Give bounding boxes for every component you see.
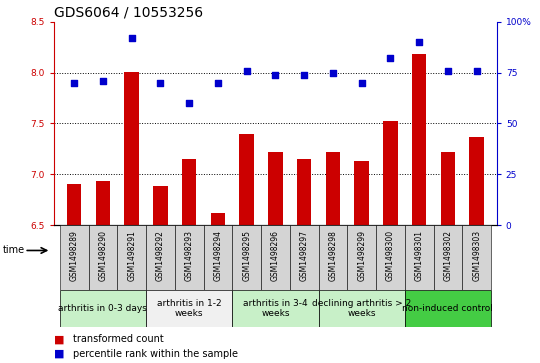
Text: time: time [3,245,25,256]
Text: ■: ■ [54,334,64,344]
Bar [60,225,89,290]
Bar [268,152,282,225]
Point [70,80,78,86]
Point [328,70,337,76]
Bar [354,161,369,225]
Bar [96,182,110,225]
Text: GSM1498296: GSM1498296 [271,230,280,281]
Bar [146,290,232,327]
Text: GSM1498294: GSM1498294 [213,230,222,281]
Point [99,78,107,83]
Text: arthritis in 1-2
weeks: arthritis in 1-2 weeks [157,299,221,318]
Bar [117,225,146,290]
Text: arthritis in 3-4
weeks: arthritis in 3-4 weeks [243,299,308,318]
Text: GSM1498291: GSM1498291 [127,230,136,281]
Text: GSM1498293: GSM1498293 [185,230,194,281]
Text: GSM1498290: GSM1498290 [98,230,107,281]
Text: GSM1498301: GSM1498301 [415,230,424,281]
Text: declining arthritis > 2
weeks: declining arthritis > 2 weeks [312,299,411,318]
Bar [67,184,82,225]
Bar [124,72,139,225]
Bar [89,225,117,290]
Bar [383,121,397,225]
Bar [326,152,340,225]
Bar [60,290,146,327]
Text: GSM1498292: GSM1498292 [156,230,165,281]
Point [357,80,366,86]
Bar [462,225,491,290]
Bar [175,225,204,290]
Bar [376,225,405,290]
Bar [232,290,319,327]
Bar [441,152,455,225]
Text: GSM1498299: GSM1498299 [357,230,366,281]
Text: non-induced control: non-induced control [402,304,494,313]
Bar [297,159,312,225]
Point [242,68,251,73]
Bar [290,225,319,290]
Point [185,100,193,106]
Text: GSM1498295: GSM1498295 [242,230,251,281]
Text: percentile rank within the sample: percentile rank within the sample [73,349,238,359]
Bar [239,134,254,225]
Point [415,39,423,45]
Bar [434,225,462,290]
Bar [204,225,232,290]
Text: ■: ■ [54,349,64,359]
Bar [146,225,175,290]
Point [156,80,165,86]
Bar [412,54,427,225]
Point [386,56,395,61]
Bar [261,225,290,290]
Text: transformed count: transformed count [73,334,164,344]
Bar [405,225,434,290]
Bar [319,225,347,290]
Text: GSM1498298: GSM1498298 [328,230,338,281]
Point [214,80,222,86]
Bar [232,225,261,290]
Bar [469,136,484,225]
Text: GSM1498300: GSM1498300 [386,230,395,281]
Point [271,72,280,78]
Point [300,72,308,78]
Bar [153,187,167,225]
Point [472,68,481,73]
Bar [319,290,405,327]
Text: GSM1498302: GSM1498302 [443,230,453,281]
Bar [347,225,376,290]
Text: GSM1498289: GSM1498289 [70,230,79,281]
Text: GSM1498297: GSM1498297 [300,230,309,281]
Text: GDS6064 / 10553256: GDS6064 / 10553256 [54,5,203,19]
Bar [211,213,225,225]
Text: GSM1498303: GSM1498303 [472,230,481,281]
Text: arthritis in 0-3 days: arthritis in 0-3 days [58,304,147,313]
Bar [182,159,197,225]
Point [443,68,452,73]
Bar [405,290,491,327]
Point [127,35,136,41]
